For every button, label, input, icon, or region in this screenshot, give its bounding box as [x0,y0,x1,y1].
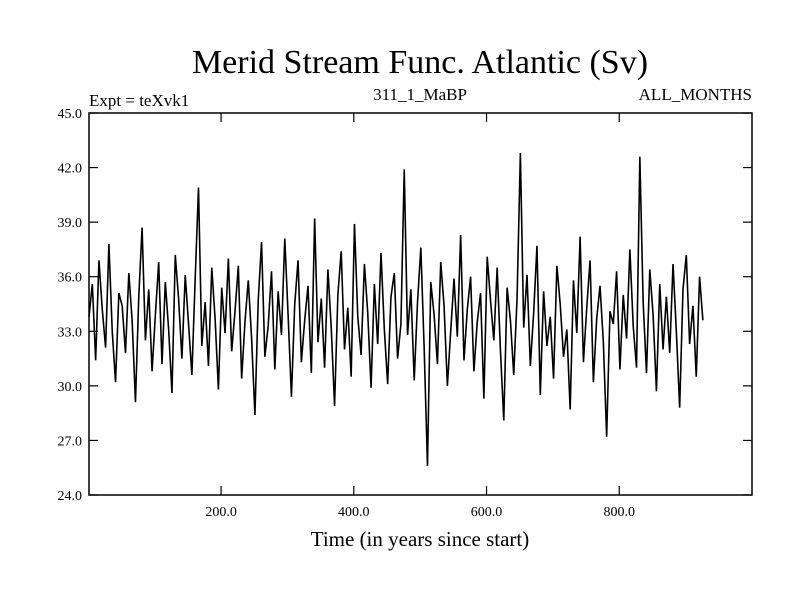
y-axis: 24.0 27.0 30.0 33.0 36.0 39.0 42.0 45.0 [58,107,752,504]
x-tick-label: 800.0 [604,505,636,520]
y-tick-label: 36.0 [58,271,83,286]
series-line [88,153,704,466]
x-tick-label: 600.0 [471,505,503,520]
y-tick-label: 30.0 [58,380,83,395]
y-tick-label: 42.0 [58,162,83,177]
months-label: ALL_MONTHS [639,85,752,104]
y-tick-label: 27.0 [58,434,83,449]
run-label: 311_1_MaBP [373,85,467,104]
y-tick-label: 39.0 [58,216,83,231]
chart-title: Merid Stream Func. Atlantic (Sv) [192,44,648,81]
plot-frame [88,112,753,496]
experiment-label: Expt = teXvk1 [89,91,189,110]
x-axis-label: Time (in years since start) [311,527,530,551]
y-tick-label: 45.0 [58,107,83,122]
plot-area [88,153,704,466]
x-tick-label: 200.0 [205,505,237,520]
y-tick-label: 33.0 [58,325,83,340]
x-axis: 200.0 400.0 600.0 800.0 [205,113,635,520]
x-tick-label: 400.0 [338,505,370,520]
y-tick-label: 24.0 [58,489,83,504]
